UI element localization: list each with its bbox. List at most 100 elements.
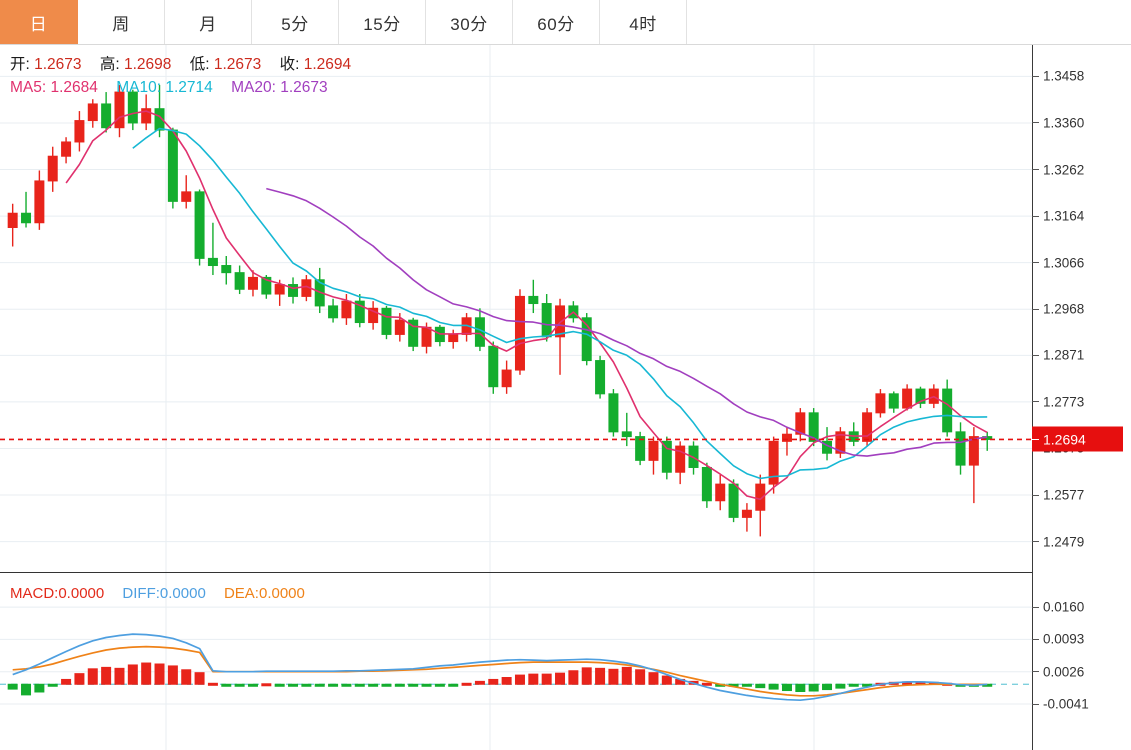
macd-histogram-bar xyxy=(314,683,325,687)
tick-dash xyxy=(1032,169,1039,171)
ma5-line xyxy=(65,110,988,501)
candle-body xyxy=(328,305,339,319)
macd-histogram-bar xyxy=(234,683,245,687)
tab-2[interactable]: 周 xyxy=(78,0,165,44)
macd-histogram-bar xyxy=(328,683,339,687)
candle-body xyxy=(755,483,766,511)
macd-histogram-bar xyxy=(274,683,285,687)
price-legend: 开: 1.2673 高: 1.2698 低: 1.2673 收: 1.2694 … xyxy=(10,53,351,99)
macd-histogram-bar xyxy=(781,683,792,692)
macd-histogram-bar xyxy=(47,683,58,687)
close-value: 1.2694 xyxy=(303,56,352,73)
tick-dash xyxy=(1032,262,1039,264)
candle-body xyxy=(768,440,779,485)
candle-body xyxy=(501,369,512,388)
macd-histogram-bar xyxy=(595,667,606,685)
candle-body xyxy=(154,108,165,131)
ma-row: MA5: 1.2684 MA10: 1.2714 MA20: 1.2673 xyxy=(10,76,351,99)
macd-histogram-bar xyxy=(448,683,459,687)
tick-dash xyxy=(1032,494,1039,496)
current-price-value: 1.2694 xyxy=(1043,431,1086,448)
tick-dash xyxy=(1032,308,1039,310)
macd-plot[interactable] xyxy=(0,573,1032,750)
current-price-badge: 1.2694 xyxy=(1032,426,1123,452)
price-tick-label: 1.3066 xyxy=(1032,255,1084,270)
candle-body xyxy=(341,300,352,319)
tick-dash xyxy=(1032,671,1039,673)
diff-label: DIFF: xyxy=(122,585,160,602)
close-label: 收: xyxy=(279,56,300,73)
macd-histogram-bar xyxy=(741,683,752,687)
macd-histogram-bar xyxy=(21,683,32,696)
ma20-value: 1.2673 xyxy=(280,79,328,96)
macd-histogram-bar xyxy=(288,683,299,687)
chart-area: 1.3458 1.3360 1.3262 1.3164 1.3066 1.2968 1.28… xyxy=(0,45,1131,750)
tick-dash xyxy=(1032,75,1039,77)
macd-histogram-bar xyxy=(114,667,125,685)
tab-label: 月 xyxy=(199,14,217,34)
tab-8[interactable]: 4时 xyxy=(600,0,687,44)
macd-histogram-bar xyxy=(474,680,485,685)
macd-histogram-bar xyxy=(194,672,205,685)
open-label: 开: xyxy=(10,56,30,73)
macd-histogram-bar xyxy=(701,682,712,686)
macd-histogram-bar xyxy=(368,683,379,687)
macd-histogram-bar xyxy=(528,673,539,685)
macd-histogram-bar xyxy=(301,683,312,687)
price-tick-label: 1.2871 xyxy=(1032,348,1084,363)
tab-label: 4时 xyxy=(629,14,657,34)
price-tick-label: 1.2577 xyxy=(1032,488,1084,503)
panel-divider xyxy=(0,572,1032,573)
macd-histogram-bar xyxy=(488,678,499,685)
price-plot[interactable] xyxy=(0,45,1032,573)
macd-histogram-bar xyxy=(167,665,178,685)
macd-histogram-bar xyxy=(421,683,432,687)
tab-6[interactable]: 30分 xyxy=(426,0,513,44)
ma20-line xyxy=(266,187,988,457)
price-axis-labels: 1.3458 1.3360 1.3262 1.3164 1.3066 1.2968 1.28… xyxy=(1032,45,1131,573)
ma20-label: MA20: xyxy=(231,79,276,96)
candle-body xyxy=(87,103,98,122)
price-tick-label: 1.3262 xyxy=(1032,162,1084,177)
candle-body xyxy=(955,431,966,466)
tab-label: 周 xyxy=(112,14,130,34)
macd-label: MACD: xyxy=(10,585,59,602)
macd-axis-line xyxy=(1032,573,1033,750)
candle-body xyxy=(915,388,926,404)
candle-body xyxy=(61,141,72,157)
ma10-line xyxy=(132,127,988,480)
candle-body xyxy=(888,393,899,409)
tab-1[interactable]: 日 xyxy=(0,0,78,44)
macd-histogram-bar xyxy=(74,673,85,685)
candle-body xyxy=(741,509,752,518)
badge-dash xyxy=(1032,438,1039,440)
tab-7[interactable]: 60分 xyxy=(513,0,600,44)
macd-histogram-bar xyxy=(154,663,165,685)
macd-histogram-bar xyxy=(221,683,232,687)
tab-label: 5分 xyxy=(281,14,309,34)
candle-body xyxy=(621,431,632,438)
macd-histogram-bar xyxy=(835,683,846,689)
macd-histogram-bar xyxy=(247,683,258,687)
macd-histogram-bar xyxy=(541,673,552,685)
tab-3[interactable]: 月 xyxy=(165,0,252,44)
ma10-value: 1.2714 xyxy=(165,79,213,96)
price-panel: 1.3458 1.3360 1.3262 1.3164 1.3066 1.2968 1.28… xyxy=(0,45,1131,573)
ma5-label: MA5: xyxy=(10,79,47,96)
macd-histogram-bar xyxy=(181,669,192,685)
candle-body xyxy=(595,360,606,395)
candle-body xyxy=(701,466,712,502)
macd-panel: 0.0160 0.0093 0.0026 -0.0041 MACD:0.0000 DI… xyxy=(0,573,1131,750)
candle-body xyxy=(114,91,125,129)
macd-histogram-bar xyxy=(568,670,579,685)
macd-histogram-bar xyxy=(87,668,98,685)
tick-dash xyxy=(1032,122,1039,124)
price-tick-label: 1.2479 xyxy=(1032,534,1084,549)
macd-histogram-bar xyxy=(768,683,779,690)
dea-label: DEA: xyxy=(223,585,259,602)
tick-dash xyxy=(1032,401,1039,403)
tab-5[interactable]: 15分 xyxy=(339,0,426,44)
candle-body xyxy=(675,445,686,473)
tab-4[interactable]: 5分 xyxy=(252,0,339,44)
macd-histogram-bar xyxy=(381,683,392,687)
